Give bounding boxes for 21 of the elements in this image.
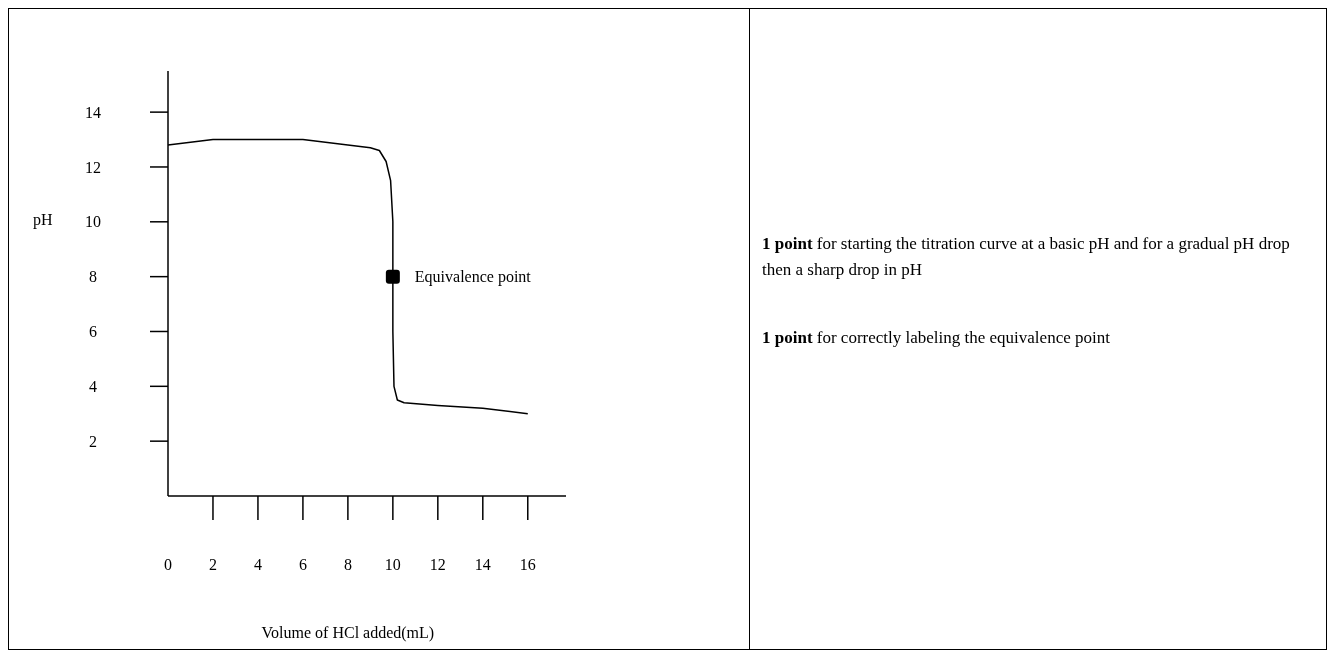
x-tick-label: 6	[298, 556, 307, 573]
y-tick-label: 4	[89, 377, 97, 395]
text: 1 point for starting the titration curve at a basic pH and for a gradual pH drop then a sharp drop in pH	[762, 233, 1291, 281]
text: 1 point for correctly labeling the equivalence point	[762, 327, 1111, 349]
y-axis-title: pH	[33, 211, 53, 230]
x-tick-label: 12	[429, 556, 446, 573]
x-tick-label: 14	[474, 556, 491, 573]
y-tick-label: 8	[89, 268, 97, 286]
x-tick-label: 0	[164, 556, 172, 573]
x-tick-label: 4	[253, 556, 262, 573]
x-axis-title: Volume of HCl added(mL)	[261, 624, 435, 642]
y-tick-label: 10	[85, 213, 101, 231]
y-tick-label: 6	[89, 323, 97, 341]
y-tick-label: 14	[85, 103, 101, 121]
annotation: Equivalence point	[414, 268, 532, 287]
x-tick-label: 16	[519, 556, 536, 573]
x-tick-label: 2	[208, 556, 217, 573]
y-tick-label: 12	[85, 158, 101, 176]
y-tick-label: 2	[89, 432, 97, 450]
x-tick-label: 8	[343, 556, 352, 573]
x-tick-label: 10	[384, 556, 401, 573]
